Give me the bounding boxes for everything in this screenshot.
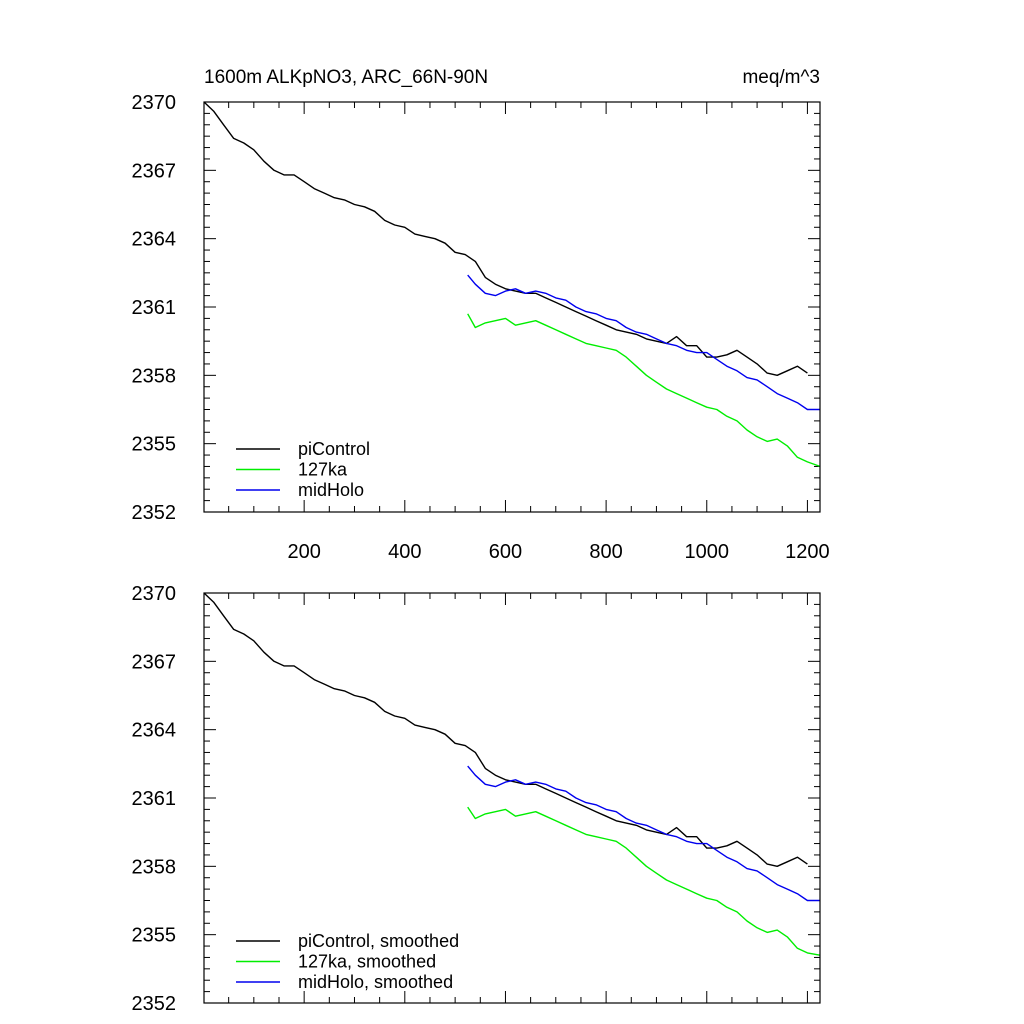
y-tick-label: 2364 <box>132 720 177 742</box>
x-tick-label: 200 <box>287 541 320 563</box>
legend-label-127ka-smoothed: 127ka, smoothed <box>298 952 436 972</box>
legend-label-midholo-smoothed: midHolo, smoothed <box>298 972 453 992</box>
top-panel-ticks: 2370 2367 2364 2361 2358 2355 2352 200 400 600 800… <box>132 92 830 563</box>
series-line-127ka <box>467 313 821 468</box>
y-tick-label: 2355 <box>132 925 177 947</box>
y-tick-label: 2358 <box>132 365 177 387</box>
y-tick-label: 2364 <box>132 229 177 251</box>
units-label: meq/m^3 <box>742 67 820 88</box>
x-tick-label: 600 <box>489 541 522 563</box>
y-tick-label: 2367 <box>132 651 177 673</box>
y-tick-label: 2367 <box>132 160 177 182</box>
x-tick-label: 1200 <box>785 541 830 563</box>
y-tick-label: 2361 <box>132 297 177 319</box>
chart-title: 1600m ALKpNO3, ARC_66N-90N <box>204 67 488 88</box>
x-tick-label: 400 <box>388 541 421 563</box>
top-panel-series <box>203 101 821 468</box>
legend-label-picontrol: piControl <box>298 439 370 459</box>
top-panel-frame <box>203 101 821 513</box>
legend-label-midholo: midHolo <box>298 480 364 500</box>
bottom-panel-ticks: 2370 2367 2364 2361 2358 2355 2352 <box>132 583 820 1015</box>
x-tick-label: 800 <box>589 541 622 563</box>
bottom-panel-series <box>203 592 821 956</box>
y-tick-label: 2352 <box>132 993 177 1015</box>
x-tick-label: 1000 <box>685 541 730 563</box>
y-tick-label: 2355 <box>132 434 177 456</box>
y-tick-label: 2361 <box>132 788 177 810</box>
y-tick-label: 2358 <box>132 856 177 878</box>
y-tick-label: 2370 <box>132 92 177 114</box>
legend-label-picontrol-smoothed: piControl, smoothed <box>298 931 459 951</box>
series-line-midholo <box>467 274 820 411</box>
y-tick-label: 2370 <box>132 583 177 605</box>
y-tick-label: 2352 <box>132 502 177 524</box>
series-line-127ka-smoothed <box>467 806 821 956</box>
series-line-picontrol-smoothed <box>203 592 808 867</box>
bottom-panel: 2370 2367 2364 2361 2358 2355 2352 piControl, … <box>132 583 821 1015</box>
top-panel: 1600m ALKpNO3, ARC_66N-90N meq/m^3 23702… <box>132 67 830 563</box>
series-line-picontrol <box>203 101 808 376</box>
series-line-midholo-smoothed <box>467 765 820 902</box>
bottom-panel-frame <box>203 592 821 1004</box>
legend-label-127ka: 127ka <box>298 460 348 480</box>
